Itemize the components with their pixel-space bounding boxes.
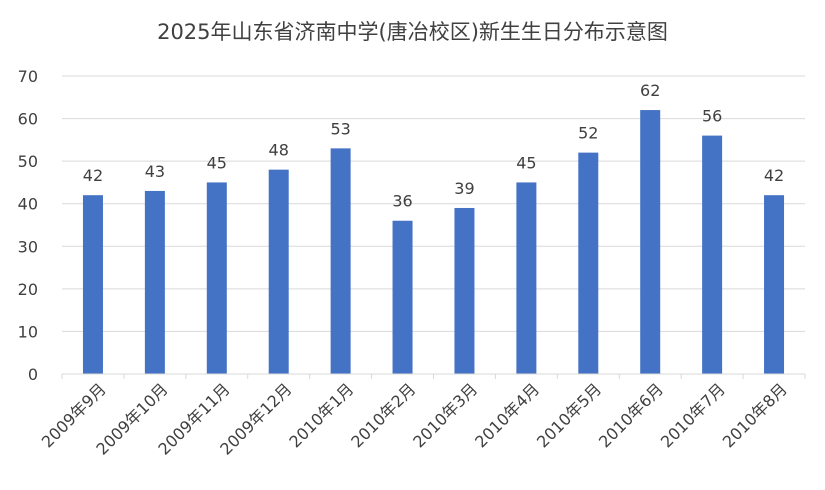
bar-2 — [144, 190, 165, 374]
data-label: 45 — [516, 153, 536, 172]
axes — [61, 373, 806, 379]
data-label: 62 — [640, 81, 660, 100]
bar-5 — [330, 148, 351, 374]
data-label: 42 — [764, 166, 784, 185]
bar-10 — [640, 110, 661, 375]
data-label: 56 — [702, 107, 722, 126]
bar-6 — [392, 220, 413, 374]
x-tick-label: 2010年6月 — [595, 379, 667, 451]
data-label: 36 — [392, 192, 412, 211]
x-tick-label: 2010年2月 — [347, 379, 419, 451]
chart-title: 2025年山东省济南中学(唐冶校区)新生生日分布示意图 — [157, 20, 668, 44]
x-tick-label: 2010年5月 — [533, 379, 605, 451]
y-tick-label: 70 — [18, 67, 38, 86]
y-tick-label: 60 — [18, 110, 38, 129]
gridlines — [62, 75, 805, 332]
x-tick-label: 2010年3月 — [409, 379, 481, 451]
bars — [82, 110, 785, 375]
data-label: 39 — [454, 179, 474, 198]
bar-7 — [454, 207, 475, 374]
bar-3 — [206, 182, 227, 374]
x-tick-label: 2010年4月 — [471, 379, 543, 451]
y-tick-label: 10 — [18, 322, 38, 341]
bar-11 — [702, 135, 723, 374]
bar-9 — [578, 152, 599, 374]
bar-8 — [516, 182, 537, 374]
data-label: 48 — [269, 141, 289, 160]
x-tick-label: 2010年1月 — [285, 379, 357, 451]
bar-1 — [82, 195, 103, 374]
y-tick-label: 30 — [18, 237, 38, 256]
x-tick-label: 2010年8月 — [719, 379, 791, 451]
y-tick-label: 0 — [28, 365, 38, 384]
data-label: 52 — [578, 124, 598, 143]
data-label: 42 — [83, 166, 103, 185]
bar-4 — [268, 169, 289, 374]
data-label: 53 — [330, 119, 350, 138]
x-tick-label: 2010年7月 — [657, 379, 729, 451]
y-tick-label: 20 — [18, 280, 38, 299]
bar-12 — [764, 195, 785, 374]
y-tick-label: 40 — [18, 195, 38, 214]
data-label: 45 — [207, 153, 227, 172]
y-tick-label: 50 — [18, 152, 38, 171]
data-label: 43 — [145, 162, 165, 181]
